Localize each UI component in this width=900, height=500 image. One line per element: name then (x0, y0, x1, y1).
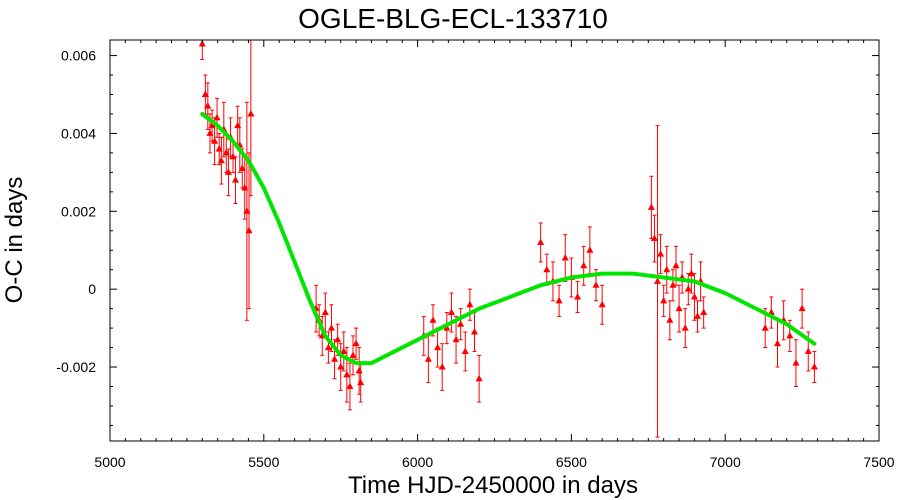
data-point (443, 324, 451, 331)
data-point (694, 312, 702, 319)
data-point (424, 355, 432, 362)
data-point (340, 347, 348, 354)
data-point (647, 203, 655, 210)
x-axis-ticks: 5000 5500 6000 6500 7000 7500 (94, 40, 895, 470)
data-point (681, 324, 689, 331)
data-point (245, 226, 253, 234)
data-point (337, 363, 345, 370)
y-tick-label: 0.004 (61, 125, 96, 141)
data-point (669, 281, 677, 288)
data-point (700, 308, 708, 316)
data-point (761, 324, 769, 331)
data-point (650, 234, 658, 242)
fit-curve (200, 112, 817, 366)
data-point (660, 296, 668, 304)
data-point (447, 308, 455, 316)
data-point (675, 304, 683, 312)
data-point (349, 351, 357, 358)
data-layer (198, 39, 818, 438)
data-point (434, 343, 442, 351)
data-point (208, 121, 216, 129)
x-tick-label: 5000 (94, 454, 125, 470)
data-point (229, 152, 237, 160)
data-point (798, 304, 806, 312)
x-tick-label: 6000 (402, 454, 433, 470)
data-point (666, 316, 674, 323)
x-axis-label: Time HJD-2450000 in days (348, 472, 638, 499)
chart-title: OGLE-BLG-ECL-133710 (298, 3, 608, 34)
data-point (537, 238, 545, 245)
data-point (687, 269, 695, 277)
data-point (792, 359, 800, 366)
data-point (352, 339, 360, 347)
y-tick-label: 0 (88, 281, 96, 297)
data-point (663, 265, 671, 273)
data-point (217, 156, 225, 164)
data-point (804, 347, 812, 354)
x-tick-label: 7500 (863, 454, 894, 470)
data-point (657, 250, 665, 257)
data-point (773, 339, 781, 347)
data-point (543, 265, 551, 273)
data-point (211, 137, 219, 144)
y-tick-label: 0.006 (61, 48, 96, 64)
data-point (357, 378, 365, 386)
data-point (654, 277, 662, 284)
y-axis-ticks: -0.002 0 0.002 0.004 0.006 (56, 48, 879, 426)
data-point (471, 327, 479, 335)
data-point (343, 370, 351, 378)
data-point (324, 343, 332, 351)
data-point (198, 40, 206, 47)
y-tick-label: 0.002 (61, 203, 96, 219)
data-point (574, 292, 582, 300)
data-point (204, 102, 212, 109)
data-point (429, 316, 437, 323)
data-point (586, 246, 594, 253)
data-point (321, 308, 329, 316)
data-point (580, 261, 588, 269)
data-point (475, 374, 483, 382)
data-point (327, 324, 335, 331)
data-point (232, 176, 240, 183)
data-point (334, 335, 342, 343)
y-axis-label: O-C in days (1, 177, 28, 304)
data-point (346, 382, 354, 389)
data-point (672, 261, 680, 269)
data-point (331, 355, 339, 362)
data-point (684, 285, 692, 292)
data-point (452, 335, 460, 343)
data-point (786, 331, 794, 339)
data-point (213, 113, 221, 121)
data-point (461, 347, 469, 354)
x-tick-label: 5500 (248, 454, 279, 470)
data-point (247, 109, 255, 117)
x-tick-label: 6500 (556, 454, 587, 470)
data-point (224, 168, 232, 175)
data-point (592, 281, 600, 288)
data-point (238, 164, 246, 171)
data-point (810, 363, 818, 370)
data-point (466, 300, 474, 308)
data-point (690, 292, 698, 300)
data-point (598, 300, 606, 308)
data-point (555, 296, 563, 304)
x-tick-label: 7000 (710, 454, 741, 470)
data-point (201, 90, 209, 98)
data-point (438, 363, 446, 370)
y-tick-label: -0.002 (56, 359, 96, 375)
data-point (561, 254, 569, 261)
data-point (457, 320, 465, 327)
